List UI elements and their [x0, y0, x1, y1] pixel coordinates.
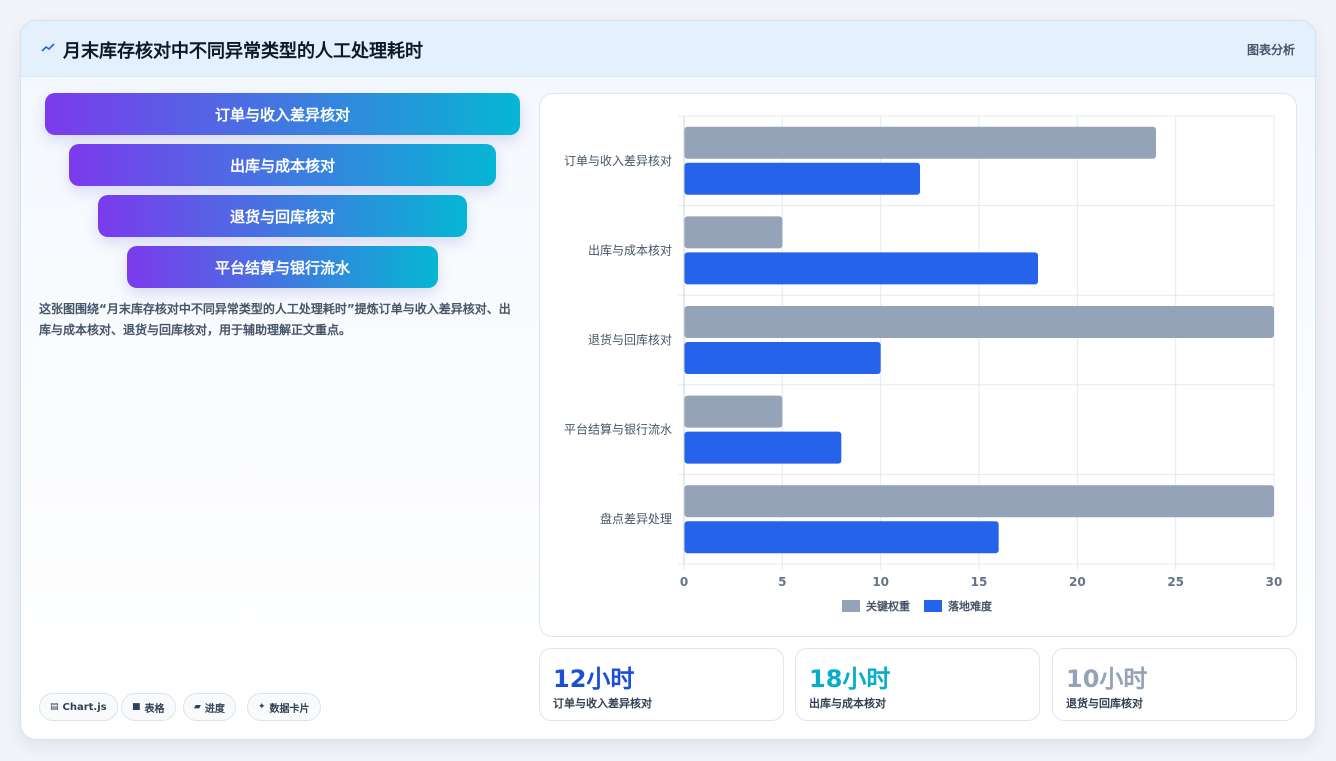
bar	[684, 252, 1038, 285]
bar	[684, 521, 999, 554]
funnel-label: 退货与回库核对	[229, 207, 335, 226]
funnel-label: 出库与成本核对	[229, 156, 335, 175]
chip-table[interactable]: ■ 表格	[121, 693, 176, 721]
funnel-item: 平台结算与银行流水	[127, 246, 438, 288]
x-tick-label: 20	[1069, 575, 1086, 589]
main-card: 月末库存核对中不同异常类型的人工处理耗时 图表分析 订单与收入差异核对 出库与成…	[20, 20, 1316, 740]
x-tick-label: 15	[971, 575, 988, 589]
stat-value: 10小时	[1066, 665, 1148, 693]
legend-swatch	[924, 600, 942, 612]
bar	[684, 395, 783, 428]
legend-label: 关键权重	[866, 599, 910, 613]
chip-progress[interactable]: ▰ 进度	[183, 693, 236, 721]
x-tick-label: 10	[872, 575, 889, 589]
funnel-label: 平台结算与银行流水	[214, 258, 350, 277]
chip-label: Chart.js	[62, 701, 107, 713]
bar	[684, 306, 1274, 338]
y-tick-label: 订单与收入差异核对	[564, 154, 672, 168]
stat-label: 订单与收入差异核对	[553, 697, 652, 710]
chart-icon: ▤	[50, 702, 59, 712]
bar-chart: 0 5 10 15 20 25 30 订单与收入差异核对出库与成本核对退货与回库核对平台结算与…	[564, 115, 1283, 613]
chip-label: 进度	[204, 703, 225, 715]
table-icon: ■	[132, 702, 141, 712]
stat-card: 10小时 退货与回库核对	[1052, 648, 1297, 721]
bar	[684, 342, 881, 374]
legend-swatch	[842, 600, 860, 612]
x-tick-label: 25	[1167, 575, 1184, 589]
y-tick-label: 出库与成本核对	[588, 242, 672, 257]
y-tick-label: 退货与回库核对	[588, 332, 672, 347]
chart-panel: 0 5 10 15 20 25 30 订单与收入差异核对出库与成本核对 退货与回库核对平台结算与…	[539, 93, 1297, 637]
page-title: 月末库存核对中不同异常类型的人工处理耗时	[63, 41, 423, 62]
chart-analysis-tag[interactable]: 图表分析	[1246, 43, 1295, 57]
description: 这张图围绕“月末库存核对中不同异常类型的人工处理耗时”提炼订单与收入差异核对、出…	[39, 302, 511, 337]
funnel-item: 出库与成本核对	[69, 144, 496, 186]
chip-label: 表格	[144, 703, 165, 715]
funnel-item: 退货与回库核对	[98, 195, 467, 237]
bar	[684, 431, 842, 464]
progress-icon: ▰	[194, 702, 201, 712]
x-tick-label: 30	[1266, 575, 1283, 589]
stat-card: 18小时 出库与成本核对	[795, 648, 1040, 721]
header: 月末库存核对中不同异常类型的人工处理耗时 图表分析	[21, 21, 1315, 77]
funnel-label: 订单与收入差异核对	[214, 105, 350, 124]
chip-data-card[interactable]: ✦ 数据卡片	[247, 693, 321, 721]
x-tick-label: 0	[680, 575, 688, 589]
trend-icon	[41, 43, 55, 52]
bar	[684, 485, 1274, 518]
chip-label: 数据卡片	[269, 703, 310, 715]
bar	[684, 126, 1156, 159]
stat-value: 12小时	[553, 665, 635, 693]
chip-chartjs[interactable]: ▤ Chart.js	[39, 693, 118, 721]
x-tick-label: 5	[778, 575, 786, 589]
y-tick-label: 盘点差异处理	[600, 511, 672, 526]
sparkle-icon: ✦	[258, 702, 266, 712]
y-tick-label: 平台结算与银行流水	[564, 422, 672, 437]
bar	[684, 162, 920, 195]
stat-label: 退货与回库核对	[1066, 697, 1143, 710]
funnel-item: 订单与收入差异核对	[45, 93, 520, 135]
stat-card: 12小时 订单与收入差异核对	[539, 648, 784, 721]
bar	[684, 216, 783, 249]
stat-value: 18小时	[809, 665, 891, 693]
stat-label: 出库与成本核对	[809, 697, 886, 710]
legend-label: 落地难度	[948, 599, 993, 613]
